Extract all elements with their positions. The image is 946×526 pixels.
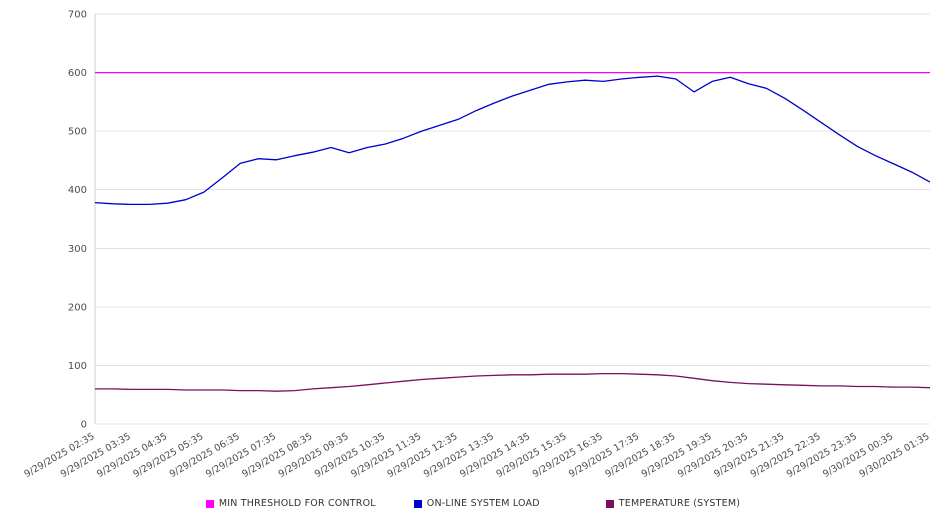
legend-label: ON-LINE SYSTEM LOAD <box>426 498 540 509</box>
series-line-2 <box>95 372 931 392</box>
y-axis-tick-label: 100 <box>68 361 87 372</box>
temperature-swatch-icon <box>605 499 614 508</box>
system-load-swatch-icon <box>413 499 422 508</box>
y-axis-tick-label: 200 <box>68 302 87 313</box>
legend-item-min-threshold[interactable]: MIN THRESHOLD FOR CONTROL <box>205 498 376 509</box>
y-axis-tick-label: 700 <box>68 10 87 21</box>
chart-legend: MIN THRESHOLD FOR CONTROL ON-LINE SYSTEM… <box>0 498 946 509</box>
series-line-1 <box>94 75 931 206</box>
min-threshold-swatch-icon <box>205 499 214 508</box>
y-axis-tick-label: 600 <box>68 68 87 79</box>
legend-item-system-load[interactable]: ON-LINE SYSTEM LOAD <box>413 498 540 509</box>
y-axis-tick-label: 0 <box>81 420 87 431</box>
legend-label: TEMPERATURE (SYSTEM) <box>618 498 741 509</box>
legend-item-temperature[interactable]: TEMPERATURE (SYSTEM) <box>605 498 741 509</box>
y-axis-tick-label: 500 <box>68 127 87 138</box>
y-axis-tick-label: 400 <box>68 185 87 196</box>
legend-label: MIN THRESHOLD FOR CONTROL <box>218 498 376 509</box>
y-axis-tick-label: 300 <box>68 244 87 255</box>
